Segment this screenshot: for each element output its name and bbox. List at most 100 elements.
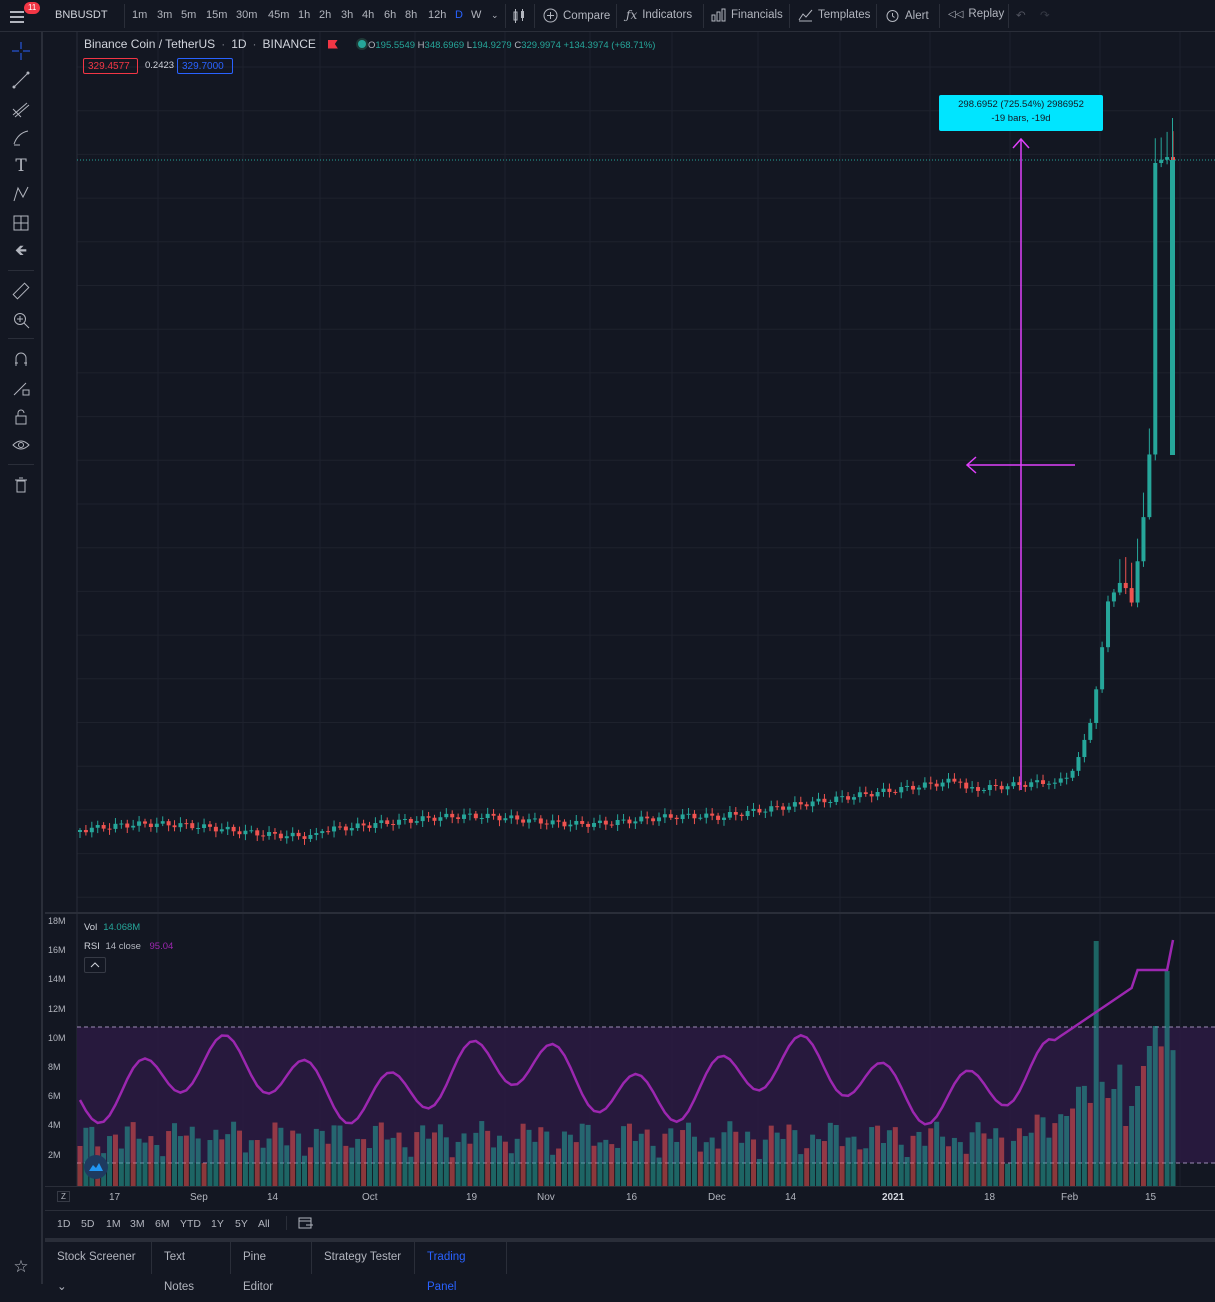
stay-drawing-icon[interactable] [10,377,32,399]
volume-bar [467,1143,473,1186]
candle-body [911,785,916,790]
timeframe-45m[interactable]: 45m [268,9,290,21]
tab-strategy-tester[interactable]: Strategy Tester [312,1242,415,1274]
magnet-icon[interactable] [10,348,32,370]
collapse-legend-button[interactable] [84,957,106,973]
range-bar [45,1210,1215,1238]
volume-axis-tick: 4M [48,1120,61,1131]
candle-body [615,819,620,826]
range-1d[interactable]: 1D [57,1218,71,1230]
candle-body [1123,582,1128,589]
menu-icon[interactable] [10,8,32,24]
candle-body [473,813,478,819]
volume-bar [231,1121,237,1186]
range-1y[interactable]: 1Y [211,1218,224,1230]
redo-icon[interactable]: ↷ [1040,10,1050,22]
timeframe-3h[interactable]: 3h [341,9,354,21]
volume-legend[interactable]: Vol 14.068M [84,922,140,933]
volume-bar [496,1135,502,1186]
trendline-icon[interactable] [10,69,32,91]
candle-body [656,817,661,822]
goto-date-icon[interactable] [298,1216,314,1230]
candle-body [391,824,396,826]
eye-icon[interactable] [10,434,32,456]
timeframe-3m[interactable]: 3m [157,9,173,21]
volume-bar [272,1122,278,1186]
tab-text-notes[interactable]: Text Notes [152,1242,231,1293]
candle-body [828,801,833,803]
volume-bar [390,1137,396,1186]
text-icon[interactable]: T [15,156,27,176]
compare-button[interactable]: Compare [543,8,610,23]
timeframe-w[interactable]: W [471,9,482,21]
candle-body [402,818,407,820]
timeframe-8h[interactable]: 8h [405,9,418,21]
volume-bar [993,1128,999,1186]
volume-bar [83,1127,89,1186]
chart-canvas[interactable] [0,0,1215,1186]
volume-bar [626,1123,632,1186]
timeframe-30m[interactable]: 30m [236,9,258,21]
spread-value: 0.2423 [145,60,175,71]
volume-bar [798,1154,804,1186]
candle-body [674,817,679,820]
volume-bar [130,1122,136,1186]
candles-icon[interactable] [511,8,527,24]
range-ytd[interactable]: YTD [180,1218,201,1230]
range-3m[interactable]: 3M [130,1218,145,1230]
time-axis-tick: 19 [466,1192,478,1203]
symbol-search[interactable]: BNBUSDT [55,9,108,21]
candle-body [1017,782,1022,785]
candle-body [178,823,183,828]
buy-button[interactable]: 329.7000 [177,58,233,74]
timeframe-d[interactable]: D [455,9,463,21]
timeframe-15m[interactable]: 15m [206,9,228,21]
ruler-icon[interactable] [10,280,32,302]
flag-icon[interactable] [327,39,338,49]
timeframe-1h[interactable]: 1h [298,9,311,21]
chart-pane[interactable] [45,32,1215,1186]
undo-icon[interactable]: ↶ [1016,10,1026,22]
axis-mode-button[interactable]: Z [57,1191,70,1202]
lock-icon[interactable] [10,406,32,428]
range-1m[interactable]: 1M [106,1218,121,1230]
prediction-icon[interactable] [10,212,32,234]
range-5d[interactable]: 5D [81,1218,95,1230]
zoom-in-icon[interactable] [10,309,32,331]
trash-icon[interactable] [10,474,32,496]
candle-body [804,804,809,807]
timeframe-12h[interactable]: 12h [428,9,447,21]
indicators-button[interactable]: ƒx Indicators [626,8,692,22]
sell-button[interactable]: 329.4577 [83,58,138,74]
candle-body [1035,780,1040,783]
tab-pine-editor[interactable]: Pine Editor [231,1242,312,1293]
series-legend[interactable]: Binance Coin / TetherUS · 1D · BINANCE [84,37,366,51]
financials-button[interactable]: Financials [711,8,783,22]
fib-icon[interactable] [10,98,32,120]
candle-body [751,808,756,811]
templates-button[interactable]: Templates [798,8,870,22]
time-axis[interactable] [45,1186,1215,1211]
range-5y[interactable]: 5Y [235,1218,248,1230]
back-arrow-icon[interactable]: 🡸 [14,241,28,259]
star-icon[interactable]: ☆ [13,1257,29,1276]
timeframe-2h[interactable]: 2h [319,9,332,21]
crosshair-icon[interactable] [10,40,32,62]
range-6m[interactable]: 6M [155,1218,170,1230]
timeframe-4h[interactable]: 4h [362,9,375,21]
range-all[interactable]: All [258,1218,270,1230]
timeframe-1m[interactable]: 1m [132,9,148,21]
tab-trading-panel[interactable]: Trading Panel [415,1242,507,1293]
volume-bar [124,1126,130,1186]
volume-bar [1087,1102,1093,1186]
alert-button[interactable]: Alert [885,8,929,23]
rsi-legend[interactable]: RSI 14 close 95.04 [84,941,173,952]
replay-button[interactable]: ◁◁ Replay [948,8,1004,20]
timeframe-6h[interactable]: 6h [384,9,397,21]
tab-stock-screener[interactable]: Stock Screener ⌄ [45,1242,152,1293]
timeframe-5m[interactable]: 5m [181,9,197,21]
chevron-down-icon[interactable]: ⌄ [491,10,499,20]
pattern-icon[interactable] [10,183,32,205]
candle-body [940,782,945,787]
brush-icon[interactable] [10,127,32,149]
